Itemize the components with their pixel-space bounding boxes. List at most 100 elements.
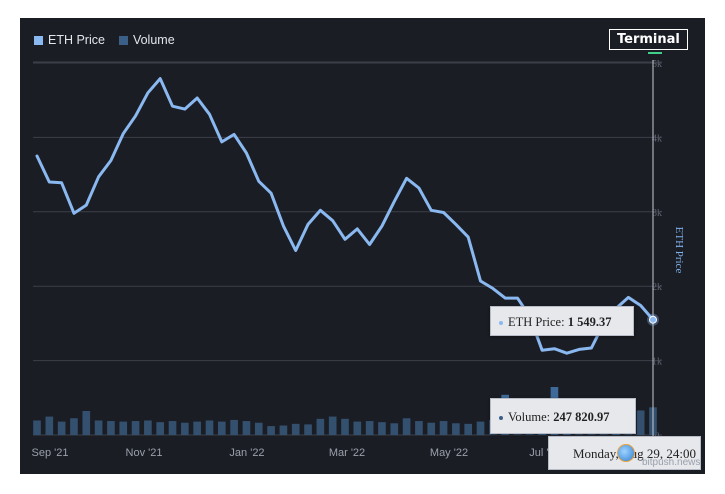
volume-bar [390, 423, 399, 435]
volume-bar [94, 420, 103, 435]
price-point [405, 177, 408, 180]
legend-label-price: ETH Price [48, 33, 105, 47]
volume-bar [378, 422, 386, 435]
price-point [159, 77, 161, 80]
x-tick-label: Jan '22 [229, 447, 264, 459]
volume-bar [427, 422, 436, 435]
volume-bar [70, 418, 78, 435]
price-tooltip-value: 1 549.37 [567, 315, 612, 329]
price-point [356, 228, 359, 230]
price-point [110, 159, 112, 162]
price-point [467, 236, 470, 238]
price-tooltip: ETH Price: 1 549.37 [490, 306, 634, 336]
volume-bar [279, 425, 288, 435]
volume-bar [254, 422, 263, 435]
y-tick-label: 5k [652, 59, 662, 70]
price-point [627, 296, 630, 299]
volume-bar [107, 421, 115, 435]
price-point [344, 238, 346, 241]
price-point [319, 209, 322, 212]
y-tick-label: 4k [652, 133, 662, 144]
y-tick-label: 1k [652, 357, 662, 368]
price-point [442, 211, 445, 214]
volume-bar [476, 421, 485, 435]
price-point [245, 152, 248, 154]
volume-bar [168, 421, 177, 435]
y-tick-label: 2k [652, 282, 662, 293]
price-point [48, 181, 51, 183]
price-point [590, 347, 593, 349]
price-point [147, 91, 149, 94]
legend-label-volume: Volume [132, 33, 175, 47]
volume-bar [291, 423, 300, 435]
price-swatch [34, 35, 43, 45]
price-point [97, 176, 100, 178]
volume-bar [131, 421, 140, 435]
price-point [455, 223, 457, 226]
price-point [541, 349, 543, 351]
price-point [122, 132, 125, 135]
volume-bar [341, 418, 349, 435]
volume-bar [304, 424, 312, 435]
x-tick-label: Nov '21 [126, 447, 163, 459]
volume-bar [415, 421, 423, 435]
price-point [282, 225, 285, 227]
price-point [221, 141, 223, 143]
volume-bar [156, 422, 165, 435]
volume-bar [181, 422, 189, 435]
volume-bar [402, 418, 411, 435]
price-point [492, 287, 494, 290]
watermark-logo-icon [617, 444, 635, 462]
price-point [307, 223, 309, 226]
price-point [171, 105, 174, 107]
price-point [85, 204, 88, 206]
price-point [381, 225, 383, 227]
volume-bar [365, 421, 374, 435]
price-point [257, 180, 260, 183]
volume-bar [119, 421, 128, 435]
legend-item-volume[interactable]: Volume [118, 33, 175, 47]
price-point [368, 243, 371, 246]
legend-item-price[interactable]: ETH Price [34, 33, 105, 47]
volume-bar [144, 420, 152, 435]
volume-bar [33, 420, 41, 435]
chart-panel: ETH Price Volume Terminal [20, 18, 705, 474]
volume-tooltip-label: Volume: [508, 410, 551, 424]
volume-bar [57, 421, 66, 435]
volume-bar [217, 421, 226, 435]
price-tooltip-dot [499, 321, 503, 326]
price-point [73, 212, 75, 215]
volume-bar [45, 416, 54, 435]
volume-bar [452, 423, 460, 435]
price-point [270, 192, 272, 194]
price-point [430, 209, 433, 212]
price-point [294, 249, 297, 252]
volume-bar [193, 421, 201, 435]
price-point [553, 347, 556, 350]
watermark: bitpush.news [642, 457, 701, 468]
price-point [233, 133, 235, 136]
volume-bar [230, 419, 238, 435]
price-point [516, 297, 519, 299]
volume-bar [82, 411, 91, 435]
terminal-indicator [648, 52, 662, 54]
volume-bar [316, 418, 325, 435]
price-point [565, 352, 568, 354]
volume-tooltip-value: 247 820.97 [553, 410, 610, 424]
price-point [639, 304, 642, 307]
volume-bar [636, 410, 645, 435]
volume-bar [464, 423, 473, 435]
y-axis-label: ETH Price [673, 227, 685, 274]
volume-swatch [118, 35, 128, 45]
volume-bar [439, 421, 448, 435]
price-point [479, 280, 482, 282]
price-point [331, 219, 334, 222]
price-point [36, 155, 38, 157]
volume-bar [267, 426, 275, 435]
volume-bar [205, 420, 214, 435]
x-tick-label: Mar '22 [329, 447, 365, 459]
price-point [60, 181, 63, 184]
hover-point [649, 315, 657, 324]
price-point [578, 348, 580, 351]
terminal-button[interactable]: Terminal [609, 29, 688, 50]
